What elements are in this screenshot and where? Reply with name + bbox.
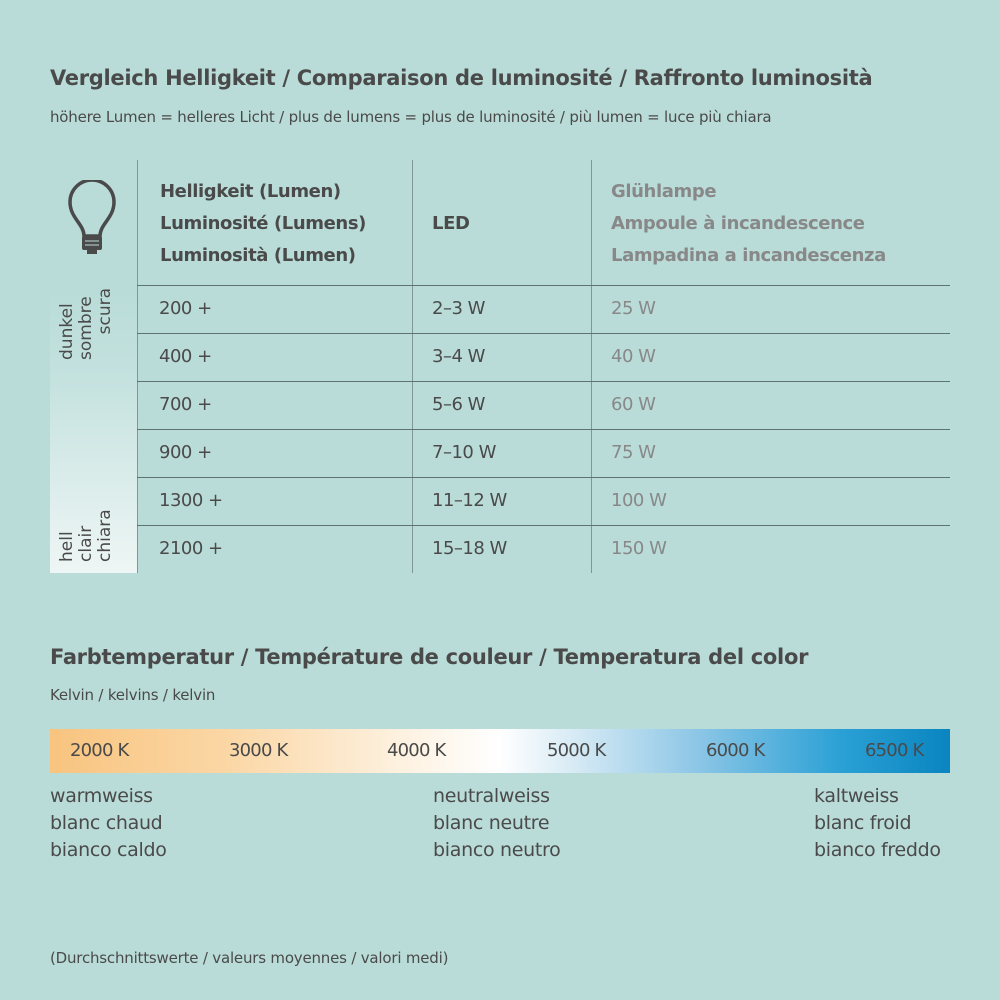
led-cell: 15–18 W: [432, 538, 507, 559]
kelvin-tick: 2000 K: [70, 740, 129, 761]
incandescent-cell: 150 W: [611, 538, 667, 559]
scale-bright-it: chiara: [95, 509, 115, 562]
brightness-title: Vergleich Helligkeit / Comparaison de lu…: [50, 66, 873, 90]
incandescent-cell: 25 W: [611, 298, 656, 319]
header-lumen-it: Luminosità (Lumen): [160, 245, 356, 266]
warm-white-label: warmweiss blanc chaud bianco caldo: [50, 783, 167, 864]
warm-de: warmweiss: [50, 785, 153, 807]
led-cell: 7–10 W: [432, 442, 496, 463]
kelvin-tick: 4000 K: [387, 740, 446, 761]
neutral-white-label: neutralweiss blanc neutre bianco neutro: [433, 783, 561, 864]
header-led: LED: [432, 213, 470, 234]
warm-fr: blanc chaud: [50, 812, 163, 834]
incandescent-cell: 40 W: [611, 346, 656, 367]
led-cell: 5–6 W: [432, 394, 485, 415]
incandescent-cell: 100 W: [611, 490, 667, 511]
row-divider: [137, 525, 950, 526]
row-divider: [137, 429, 950, 430]
led-cell: 2–3 W: [432, 298, 485, 319]
header-incandescent-fr: Ampoule à incandescence: [611, 213, 865, 234]
scale-bright-label: hell clair chiara: [57, 509, 115, 562]
brightness-subtitle: höhere Lumen = helleres Licht / plus de …: [50, 108, 772, 126]
row-divider: [137, 477, 950, 478]
warm-it: bianco caldo: [50, 839, 167, 861]
lumen-cell: 2100 +: [159, 538, 223, 559]
cold-de: kaltweiss: [814, 785, 899, 807]
light-bulb-icon: [68, 180, 116, 254]
neutral-fr: blanc neutre: [433, 812, 550, 834]
scale-bright-de: hell: [57, 531, 77, 562]
header-incandescent-de: Glühlampe: [611, 181, 717, 202]
cold-fr: blanc froid: [814, 812, 912, 834]
lumen-cell: 200 +: [159, 298, 212, 319]
footnote: (Durchschnittswerte / valeurs moyennes /…: [50, 949, 449, 967]
brightness-scale-strip: [50, 285, 137, 573]
scale-bright-fr: clair: [76, 525, 96, 562]
led-cell: 11–12 W: [432, 490, 507, 511]
color-temperature-subtitle: Kelvin / kelvins / kelvin: [50, 686, 216, 704]
column-divider: [137, 160, 138, 573]
header-incandescent: Glühlampe Ampoule à incandescence Lampad…: [611, 176, 886, 272]
scale-dark-it: scura: [95, 288, 115, 335]
scale-dark-label: dunkel sombre scura: [57, 288, 115, 360]
row-divider: [137, 333, 950, 334]
kelvin-tick: 5000 K: [547, 740, 606, 761]
neutral-it: bianco neutro: [433, 839, 561, 861]
scale-dark-fr: sombre: [76, 296, 96, 360]
incandescent-cell: 75 W: [611, 442, 656, 463]
cold-white-label: kaltweiss blanc froid bianco freddo: [814, 783, 941, 864]
kelvin-tick: 6000 K: [706, 740, 765, 761]
kelvin-tick: 3000 K: [229, 740, 288, 761]
scale-dark-de: dunkel: [57, 303, 77, 360]
kelvin-tick: 6500 K: [865, 740, 924, 761]
neutral-de: neutralweiss: [433, 785, 550, 807]
row-divider: [137, 381, 950, 382]
color-temperature-gradient-bar: [50, 729, 950, 773]
column-divider: [591, 160, 592, 573]
lumen-cell: 400 +: [159, 346, 212, 367]
lumen-cell: 1300 +: [159, 490, 223, 511]
header-lumen-de: Helligkeit (Lumen): [160, 181, 341, 202]
led-cell: 3–4 W: [432, 346, 485, 367]
header-incandescent-it: Lampadina a incandescenza: [611, 245, 886, 266]
color-temperature-title: Farbtemperatur / Température de couleur …: [50, 645, 809, 669]
row-divider: [137, 285, 950, 286]
lumen-cell: 700 +: [159, 394, 212, 415]
incandescent-cell: 60 W: [611, 394, 656, 415]
column-divider: [412, 160, 413, 573]
cold-it: bianco freddo: [814, 839, 941, 861]
header-lumen: Helligkeit (Lumen) Luminosité (Lumens) L…: [160, 176, 366, 272]
header-lumen-fr: Luminosité (Lumens): [160, 213, 366, 234]
lumen-cell: 900 +: [159, 442, 212, 463]
